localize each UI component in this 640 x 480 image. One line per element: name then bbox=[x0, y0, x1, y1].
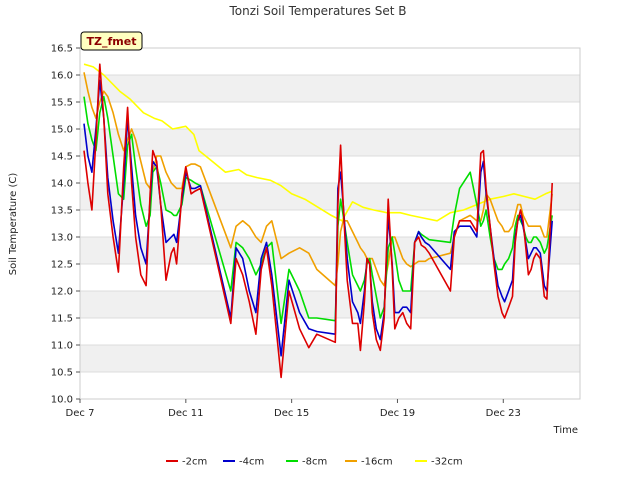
y-tick-label: 13.5 bbox=[51, 206, 73, 217]
y-axis-label: Soil Temperature (C) bbox=[8, 173, 19, 276]
x-tick-label: Dec 7 bbox=[66, 408, 95, 419]
plot-band bbox=[80, 264, 580, 291]
series-line-minus-8cm bbox=[83, 95, 553, 325]
legend-label: -8cm bbox=[302, 457, 327, 468]
x-tick-label: Dec 15 bbox=[274, 408, 309, 419]
plot-band bbox=[80, 237, 580, 264]
series-lines bbox=[83, 63, 553, 379]
plot-band bbox=[80, 48, 580, 75]
plot-band bbox=[80, 291, 580, 318]
y-tick-label: 14.5 bbox=[51, 152, 73, 163]
y-axis: 10.0 10.5 11.0 11.5 12.0 12.5 13.0 13.5 14.0 14.5… bbox=[51, 44, 80, 406]
x-axis: Dec 7 Dec 11 Dec 15 Dec 19 Dec 23 bbox=[66, 399, 521, 419]
legend-label: -32cm bbox=[431, 457, 463, 468]
x-tick-label: Dec 23 bbox=[486, 408, 521, 419]
plot-background bbox=[80, 48, 580, 399]
plot-band bbox=[80, 372, 580, 399]
y-tick-label: 11.0 bbox=[51, 341, 73, 352]
station-badge: TZ_fmet bbox=[80, 31, 143, 51]
y-tick-label: 12.5 bbox=[51, 260, 73, 271]
y-tick-label: 14.0 bbox=[51, 179, 73, 190]
station-badge-box bbox=[80, 31, 143, 51]
station-badge-text: TZ_fmet bbox=[87, 35, 137, 48]
chart-title: Tonzi Soil Temperatures Set B bbox=[229, 4, 407, 18]
y-tick-label: 10.0 bbox=[51, 395, 73, 406]
x-tick-label: Dec 19 bbox=[380, 408, 415, 419]
plot-band bbox=[80, 156, 580, 183]
legend-label: -4cm bbox=[239, 457, 264, 468]
y-tick-label: 11.5 bbox=[51, 314, 73, 325]
y-tick-label: 13.0 bbox=[51, 233, 73, 244]
y-tick-label: 10.5 bbox=[51, 368, 73, 379]
plot-band bbox=[80, 102, 580, 129]
x-tick-label: Dec 11 bbox=[168, 408, 203, 419]
legend-label: -16cm bbox=[361, 457, 393, 468]
plot-frame bbox=[79, 47, 581, 400]
series-line-minus-2cm bbox=[83, 63, 553, 379]
y-tick-label: 15.0 bbox=[51, 125, 73, 136]
plot-band bbox=[80, 129, 580, 156]
y-tick-label: 12.0 bbox=[51, 287, 73, 298]
plot-band bbox=[80, 318, 580, 345]
plot-band bbox=[80, 345, 580, 372]
y-tick-label: 15.5 bbox=[51, 98, 73, 109]
y-tick-label: 16.5 bbox=[51, 44, 73, 55]
legend: -2cm -4cm -8cm -16cm -32cm bbox=[166, 457, 463, 468]
plot-band bbox=[80, 75, 580, 102]
legend-label: -2cm bbox=[182, 457, 207, 468]
y-tick-label: 16.0 bbox=[51, 71, 73, 82]
x-axis-label: Time bbox=[553, 425, 578, 436]
